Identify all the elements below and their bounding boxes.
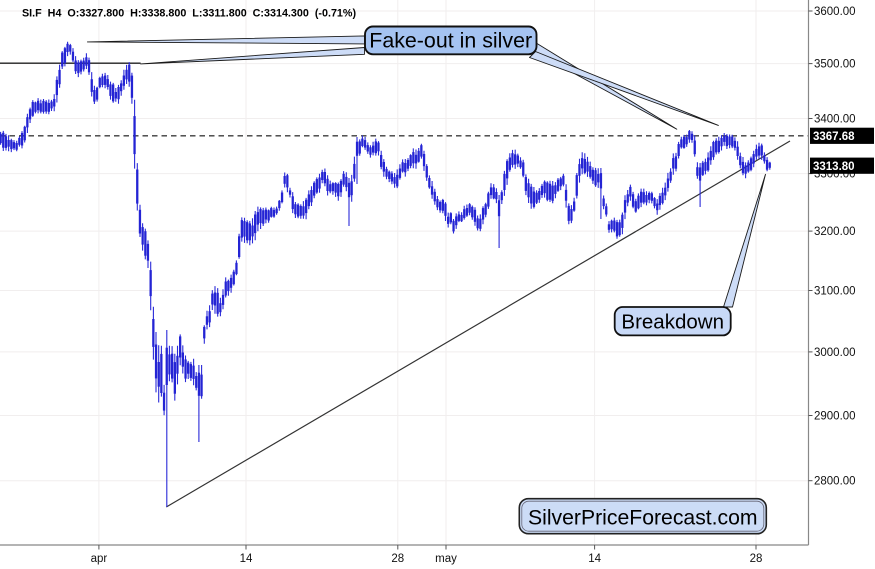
svg-text:3200.00: 3200.00 <box>814 226 856 238</box>
svg-text:3313.80: 3313.80 <box>813 161 855 173</box>
svg-text:apr: apr <box>91 553 108 565</box>
svg-text:Breakdown: Breakdown <box>621 311 724 334</box>
svg-text:3400.00: 3400.00 <box>814 114 856 126</box>
svg-text:3100.00: 3100.00 <box>814 286 856 298</box>
svg-text:28: 28 <box>391 553 404 565</box>
svg-text:14: 14 <box>240 553 253 565</box>
svg-text:SI.F H4 O:3327.800 H:3338.8: SI.F H4 O:3327.800 H:3338.800 L:3311.800… <box>22 8 356 20</box>
svg-text:3600.00: 3600.00 <box>814 6 856 18</box>
svg-text:3000.00: 3000.00 <box>814 347 856 359</box>
svg-text:28: 28 <box>750 553 763 565</box>
svg-text:Fake-out in silver: Fake-out in silver <box>369 29 532 53</box>
svg-text:SilverPriceForecast.com: SilverPriceForecast.com <box>528 507 758 530</box>
svg-text:14: 14 <box>588 553 601 565</box>
svg-text:3367.68: 3367.68 <box>813 131 855 143</box>
svg-text:may: may <box>435 553 457 565</box>
svg-text:2900.00: 2900.00 <box>814 411 856 423</box>
svg-text:2800.00: 2800.00 <box>814 476 856 488</box>
svg-text:3500.00: 3500.00 <box>814 59 856 71</box>
